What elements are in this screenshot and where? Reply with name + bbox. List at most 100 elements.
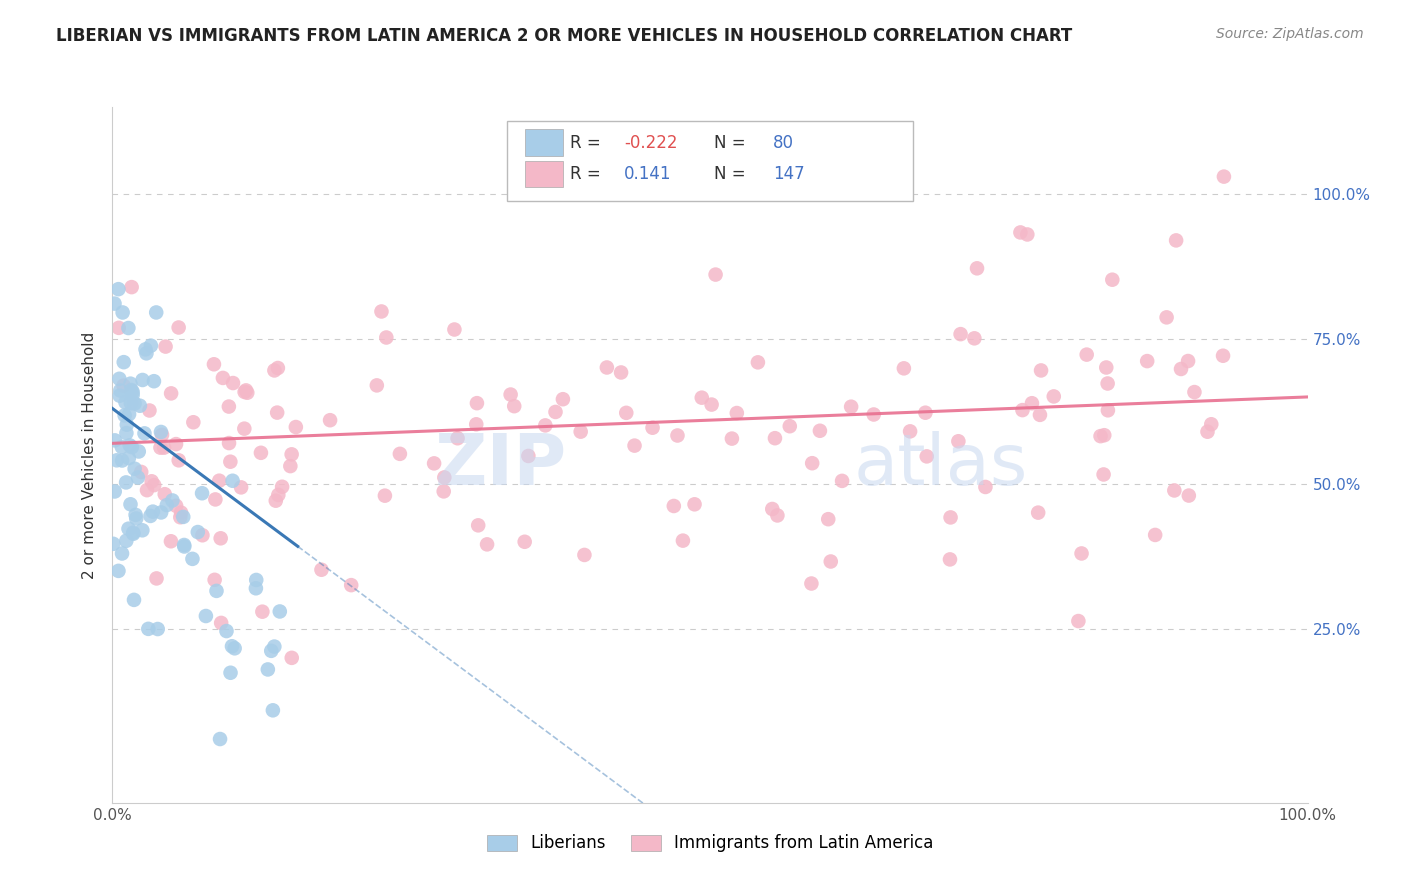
Point — [1017, 227, 1039, 242]
Point — [209, 615, 232, 630]
Point — [153, 487, 176, 501]
Point — [914, 406, 936, 420]
Point — [779, 419, 801, 434]
Point — [125, 511, 148, 525]
Point — [150, 428, 173, 442]
Point — [236, 385, 259, 400]
Point — [915, 450, 938, 464]
Point — [467, 518, 489, 533]
Point — [1163, 483, 1185, 498]
Point — [117, 321, 139, 335]
Point — [155, 340, 177, 354]
Point — [319, 413, 342, 427]
Point — [1029, 408, 1052, 422]
Text: 147: 147 — [773, 165, 806, 183]
Point — [124, 396, 146, 410]
Point — [939, 510, 962, 524]
Point — [124, 461, 146, 475]
Point — [105, 453, 128, 467]
Point — [817, 512, 839, 526]
Point — [131, 373, 153, 387]
Point — [218, 436, 240, 450]
Point — [120, 376, 142, 391]
Y-axis label: 2 or more Vehicles in Household: 2 or more Vehicles in Household — [82, 331, 97, 579]
Point — [138, 622, 160, 636]
Point — [433, 484, 456, 499]
Point — [662, 499, 685, 513]
Point — [1076, 348, 1098, 362]
Text: N =: N = — [714, 134, 745, 152]
Point — [1092, 467, 1115, 482]
Point — [141, 475, 163, 489]
Point — [966, 261, 988, 276]
Point — [219, 455, 242, 469]
Point — [1070, 546, 1092, 560]
Point — [388, 447, 411, 461]
Point — [257, 662, 280, 677]
Point — [208, 474, 231, 488]
Point — [120, 497, 142, 511]
Point — [160, 534, 183, 549]
Point — [820, 554, 842, 568]
Point — [122, 526, 145, 541]
Point — [974, 480, 997, 494]
Text: R =: R = — [571, 165, 612, 183]
Point — [115, 426, 138, 441]
Point — [574, 548, 596, 562]
Point — [218, 400, 240, 414]
Point — [596, 360, 619, 375]
Point — [311, 563, 333, 577]
Point — [118, 451, 141, 466]
Point — [1011, 403, 1033, 417]
Point — [704, 268, 727, 282]
Point — [267, 361, 290, 376]
Point — [1212, 349, 1234, 363]
Point — [1010, 226, 1032, 240]
Point — [366, 378, 388, 392]
Point — [963, 331, 986, 345]
Point — [266, 406, 288, 420]
Point — [1144, 528, 1167, 542]
Point — [801, 456, 824, 470]
Point — [517, 449, 540, 463]
Point — [544, 405, 567, 419]
Point — [169, 510, 191, 524]
Point — [280, 459, 302, 474]
Point — [131, 523, 153, 537]
FancyBboxPatch shape — [524, 129, 562, 156]
Point — [139, 508, 162, 523]
Point — [115, 533, 138, 548]
Point — [167, 453, 190, 467]
Point — [375, 330, 398, 344]
Point — [1067, 614, 1090, 628]
Point — [128, 444, 150, 458]
Point — [104, 434, 127, 448]
Point — [250, 446, 273, 460]
Text: ZIP: ZIP — [434, 431, 567, 500]
Point — [1184, 385, 1206, 400]
Point — [108, 389, 131, 403]
Point — [280, 447, 302, 461]
Point — [162, 493, 184, 508]
Point — [569, 425, 592, 439]
Point — [146, 622, 169, 636]
Point — [118, 407, 141, 421]
Point — [183, 415, 205, 429]
Point — [446, 431, 468, 445]
Point — [103, 296, 125, 310]
Point — [1101, 273, 1123, 287]
Point — [122, 525, 145, 540]
Point — [120, 383, 142, 397]
Point — [138, 403, 160, 417]
Point — [121, 280, 143, 294]
Point — [121, 384, 143, 399]
Point — [267, 488, 290, 502]
Point — [700, 398, 723, 412]
Point — [245, 582, 267, 596]
Point — [433, 470, 456, 484]
Point — [117, 522, 139, 536]
Point — [172, 509, 194, 524]
Point — [263, 363, 285, 377]
Point — [721, 432, 744, 446]
Point — [129, 399, 152, 413]
